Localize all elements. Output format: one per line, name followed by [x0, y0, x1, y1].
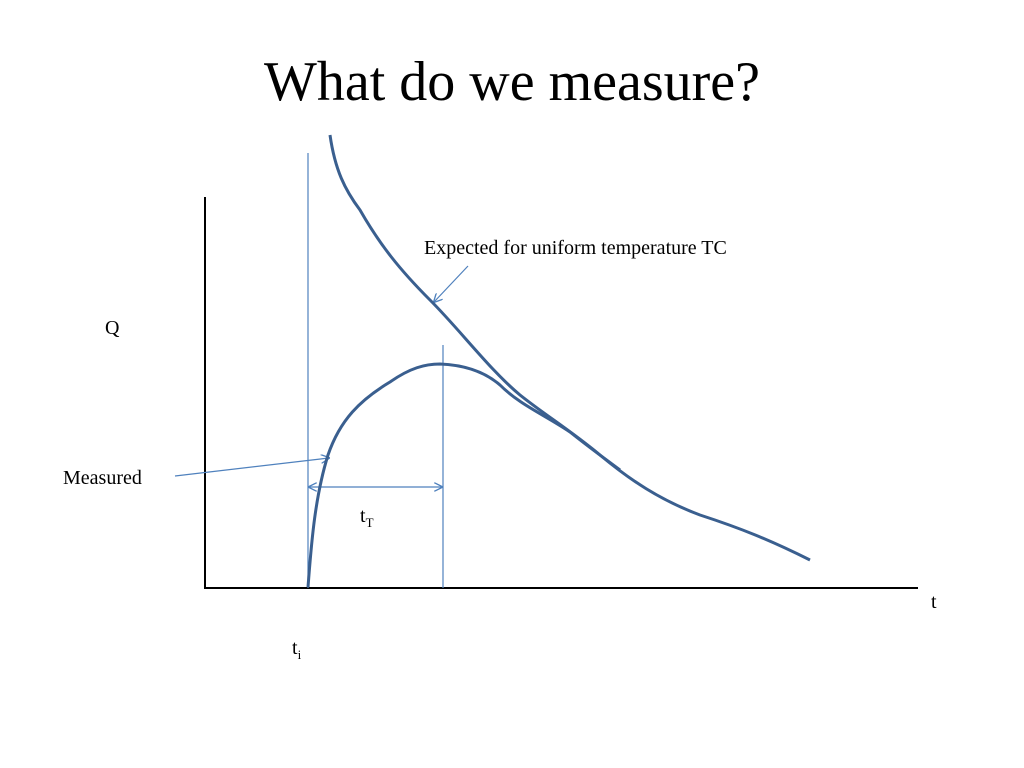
- expected-pointer: [434, 265, 469, 302]
- t-axis-label: t: [931, 591, 937, 613]
- expected-curve: [328, 134, 811, 562]
- slide-title: What do we measure?: [264, 51, 760, 113]
- expected-label: Expected for uniform temperature TC: [424, 237, 727, 259]
- ti-sub: i: [298, 647, 302, 662]
- tt-label: tT: [360, 505, 374, 530]
- ti-base: t: [292, 637, 298, 659]
- tt-base: t: [360, 505, 366, 527]
- ti-label: ti: [292, 637, 302, 662]
- q-axis-label: Q: [105, 317, 120, 339]
- tt-sub: T: [366, 515, 374, 530]
- measured-label: Measured: [63, 467, 142, 489]
- measured-curve: [306, 362, 621, 588]
- measured-pointer: [174, 458, 329, 477]
